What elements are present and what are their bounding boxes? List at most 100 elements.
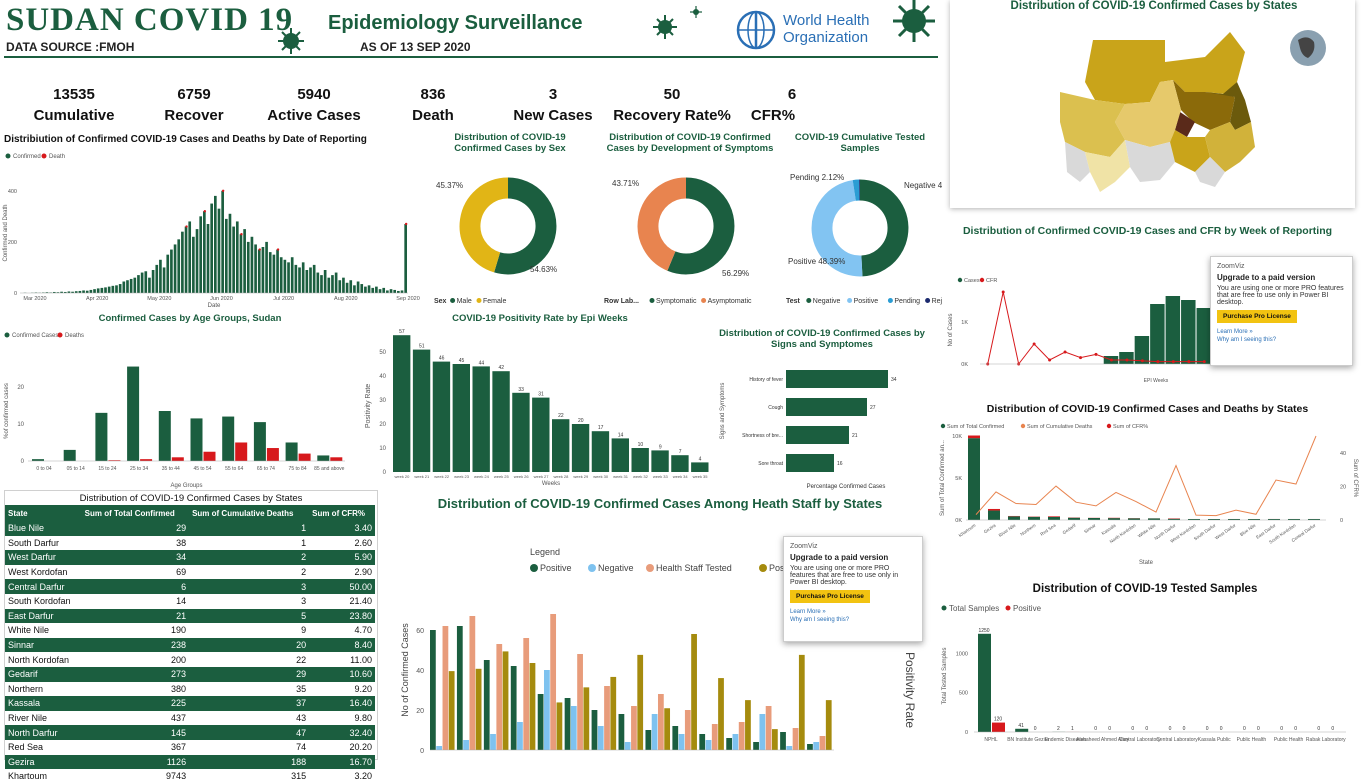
bar — [552, 419, 569, 472]
data-label: 16 — [837, 461, 843, 467]
table-cell-deaths: 35 — [189, 682, 309, 697]
cfr-point — [1156, 360, 1159, 363]
table-cell-state: North Darfur — [5, 725, 82, 740]
col-state[interactable]: State — [5, 505, 82, 521]
virus-icon — [892, 0, 936, 42]
pie-slice — [860, 190, 898, 266]
bar — [992, 723, 1005, 732]
data-label: 1250 — [978, 628, 989, 634]
x-tick-label: week 33 — [653, 474, 669, 479]
col-confirmed[interactable]: Sum of Total Confirmed — [82, 505, 189, 521]
bar — [658, 694, 664, 750]
bar — [104, 287, 107, 293]
y-tick-label: 200 — [8, 240, 17, 246]
table-cell-confirmed: 273 — [82, 667, 189, 682]
data-label: 4 — [699, 456, 702, 462]
x-axis-label: Percentage Confirmed Cases — [807, 484, 886, 490]
y-tick-label: 10K — [952, 434, 962, 440]
col-cfr[interactable]: Sum of CFR% — [309, 505, 375, 521]
bar — [79, 291, 82, 293]
data-label: 0 — [1220, 726, 1223, 732]
bar — [476, 669, 482, 750]
x-tick-label: week 25 — [494, 474, 510, 479]
legend-title: Row Lab... — [604, 298, 639, 305]
tested-chart[interactable]: Negative 49.2%Positive 48.39%Pending 2.1… — [782, 168, 942, 308]
bar — [577, 654, 583, 750]
upgrade-popup[interactable]: ZoomViz Upgrade to a paid version You ar… — [783, 536, 923, 642]
why-link[interactable]: Why am I seeing this? — [1217, 337, 1346, 343]
bar — [813, 742, 819, 750]
header-divider — [4, 56, 938, 58]
x-tick-label: 25 to 34 — [130, 466, 148, 472]
sex-chart-title: Distribution of COVID-19 Confirmed Cases… — [440, 132, 580, 154]
data-label: 0 — [1094, 726, 1097, 732]
y-axis-label: No of Cases — [948, 313, 954, 346]
data-label: 0 — [1243, 726, 1246, 732]
bar — [357, 282, 360, 294]
bar — [745, 700, 751, 750]
x-tick-label: week 26 — [514, 474, 530, 479]
col-deaths[interactable]: Sum of Cumulative Deaths — [189, 505, 309, 521]
bar — [64, 450, 76, 461]
bar — [820, 736, 826, 750]
bar — [786, 746, 792, 750]
state-table: State Sum of Total Confirmed Sum of Cumu… — [5, 505, 375, 784]
sudan-map[interactable] — [1055, 22, 1270, 200]
x-tick-label: Mar 2020 — [23, 296, 46, 302]
virus-icon — [690, 6, 702, 18]
bar — [393, 335, 410, 472]
why-link[interactable]: Why am I seeing this? — [790, 617, 916, 623]
table-cell-cfr: 11.00 — [309, 652, 375, 667]
learn-more-link[interactable]: Learn More » — [1217, 329, 1346, 335]
bar — [269, 252, 272, 293]
globe-icon — [1288, 28, 1328, 68]
upgrade-popup[interactable]: ZoomViz Upgrade to a paid version You ar… — [1210, 256, 1353, 366]
x-tick-label: 55 to 64 — [225, 466, 243, 472]
cfr-point — [1002, 291, 1005, 294]
bar — [342, 278, 345, 293]
data-label: 42 — [499, 365, 505, 371]
x-tick-label: 45 to 54 — [193, 466, 211, 472]
kpi-cfr-value: 6 — [732, 86, 852, 103]
purchase-button[interactable]: Purchase Pro License — [790, 590, 870, 603]
x-tick-label: Jun 2020 — [210, 296, 233, 302]
pie-value-label: 54.63% — [530, 265, 557, 274]
y-tick-label: 0K — [955, 518, 962, 524]
x-tick-label: week 34 — [673, 474, 689, 479]
table-cell-confirmed: 69 — [82, 565, 189, 580]
bar — [287, 262, 290, 293]
data-label: 9 — [659, 444, 662, 450]
pie-value-label: Positive 48.39% — [788, 257, 845, 266]
x-tick-label: River Nile — [998, 522, 1017, 538]
popup-heading: Upgrade to a paid version — [790, 553, 916, 562]
learn-more-link[interactable]: Learn More » — [790, 609, 916, 615]
purchase-button[interactable]: Purchase Pro License — [1217, 310, 1297, 323]
y-tick-label: 5K — [955, 476, 962, 482]
